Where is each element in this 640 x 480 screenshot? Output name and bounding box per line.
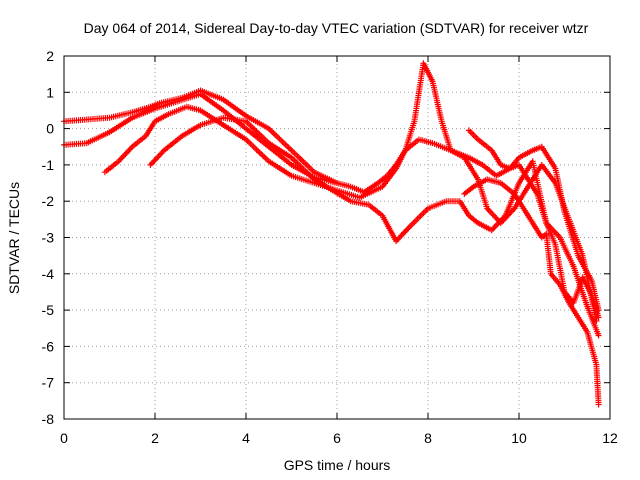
markers-track-4	[147, 114, 602, 339]
x-tick-label: 0	[60, 430, 68, 446]
series-track-6	[465, 127, 602, 321]
x-tick-label: 8	[424, 430, 432, 446]
y-tick-label: -7	[42, 375, 55, 391]
y-tick-label: -1	[42, 157, 55, 173]
x-tick-label: 12	[602, 430, 618, 446]
x-axis-label: GPS time / hours	[284, 457, 391, 473]
series-track-5	[461, 176, 602, 408]
markers-track-5	[461, 176, 602, 408]
axis-ticks	[63, 55, 611, 420]
x-tick-label: 2	[151, 430, 159, 446]
y-tick-label: -6	[42, 338, 55, 354]
y-tick-label: -2	[42, 193, 55, 209]
y-tick-label: 2	[46, 48, 54, 64]
y-axis-label: SDTVAR / TECUs	[6, 182, 22, 294]
y-tick-label: 1	[46, 84, 54, 100]
y-tick-label: 0	[46, 121, 54, 137]
series-track-3	[101, 103, 600, 324]
y-tick-label: -8	[42, 411, 55, 427]
y-tick-label: -3	[42, 230, 55, 246]
x-tick-label: 4	[242, 430, 250, 446]
x-tick-label: 6	[333, 430, 341, 446]
y-axis-tick-labels: 2 1 0 -1 -2 -3 -4 -5 -6 -7 -8	[42, 48, 55, 427]
y-tick-label: -4	[42, 266, 55, 282]
markers-track-3	[101, 103, 600, 324]
data-series-markers	[61, 60, 602, 408]
x-tick-label: 10	[511, 430, 527, 446]
grid-lines	[64, 56, 610, 419]
x-axis-tick-labels: 0 2 4 6 8 10 12	[60, 430, 618, 446]
markers-track-6	[465, 127, 602, 321]
y-tick-label: -5	[42, 302, 55, 318]
series-track-4	[147, 114, 602, 339]
chart-title: Day 064 of 2014, Sidereal Day-to-day VTE…	[84, 20, 589, 36]
